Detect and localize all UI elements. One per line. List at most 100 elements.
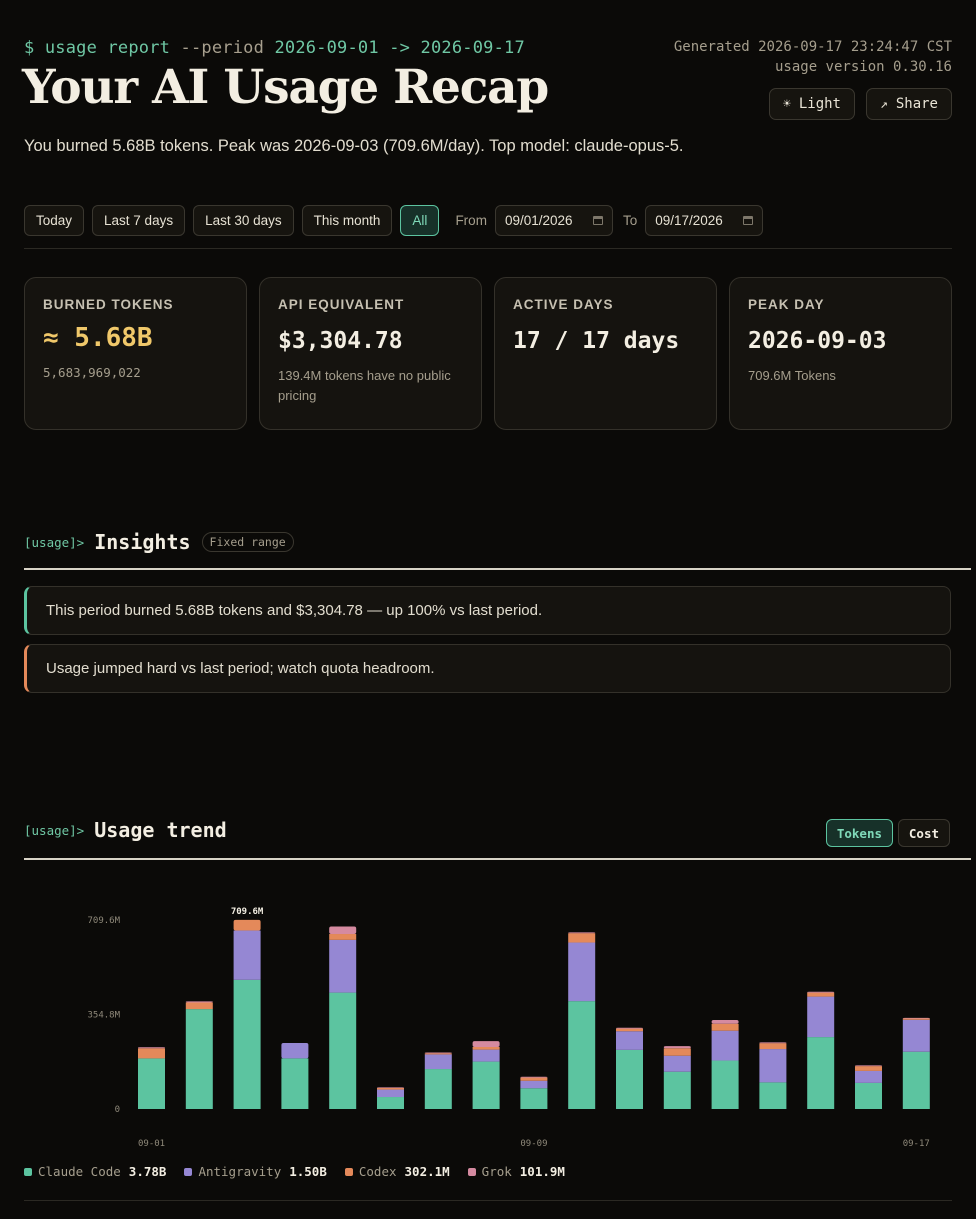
bar-segment-antigravity [281,1042,309,1059]
bar-segment-antigravity [568,942,596,1002]
bar-segment-claude-code [472,1061,500,1109]
bar-segment-antigravity [855,1070,882,1083]
legend-total: 101.9M [519,1164,565,1179]
filter-divider [24,248,952,249]
card-label: API EQUIVALENT [278,297,405,312]
filter-today-button[interactable]: Today [24,205,85,236]
bar-segment-grok [185,1001,213,1003]
theme-toggle-label: Light [798,96,841,112]
from-date-value: 09/01/2026 [504,213,573,228]
bar-segment-codex [329,934,357,940]
bar-segment-grok [520,1076,548,1078]
bar-segment-claude-code [902,1051,930,1109]
filter-last-7-days-button[interactable]: Last 7 days [92,205,186,236]
usage-trend-title: Usage trend [94,818,227,842]
prompt-flag: --period [180,38,265,58]
footer-divider [24,1200,952,1201]
filter-this-month-button[interactable]: This month [301,205,393,236]
x-tick-label: 09-01 [138,1139,165,1149]
legend-item-codex[interactable]: Codex 302.1M [344,1164,450,1179]
bar-segment-claude-code [377,1097,404,1109]
usage-summary: You burned 5.68B tokens. Peak was 2026-0… [24,137,684,155]
bar-segment-antigravity [902,1019,930,1052]
date-filter-bar: Today Last 7 days Last 30 days This mont… [24,205,764,236]
generation-info: Generated 2026-09-17 23:24:47 CST usage … [674,37,952,77]
legend-item-claude-code[interactable]: Claude Code 3.78B [24,1164,166,1179]
share-button[interactable]: ↗ Share [866,88,952,120]
bar-segment-grok [616,1027,643,1029]
legend-label: Claude Code [38,1164,121,1179]
legend-swatch [344,1167,353,1176]
theme-toggle-button[interactable]: ☀ Light [769,88,855,120]
bar-segment-codex [759,1043,787,1050]
bar-segment-claude-code [520,1088,548,1109]
card-label: PEAK DAY [748,297,825,312]
bar-segment-codex [472,1046,500,1050]
insight-item: Usage jumped hard vs last period; watch … [24,644,951,693]
peak-day-value: 2026-09-03 [748,328,887,354]
legend-label: Grok [481,1164,512,1179]
api-equivalent-value: $3,304.78 [278,328,403,354]
bar-segment-claude-code [329,992,357,1109]
bar-segment-codex [807,992,835,997]
to-label: To [622,213,638,228]
calendar-icon[interactable] [743,216,754,225]
bar-segment-antigravity [424,1054,452,1070]
usage-trend-chart: 709.6M 354.8M 0 709.6M 09-01 09-09 09-17 [87,907,930,1149]
bar-segment-antigravity [663,1055,691,1072]
bar-segment-grok [663,1046,691,1049]
bar-segment-grok [711,1020,739,1024]
legend-item-grok[interactable]: Grok 101.9M [467,1164,565,1179]
insights-title: Insights [94,530,191,554]
bar-segment-claude-code [759,1082,787,1109]
bar-segment-codex [377,1087,404,1090]
bar-segment-antigravity [377,1089,404,1098]
burned-tokens-card: BURNED TOKENS ≈ 5.68B 5,683,969,022 [24,277,247,430]
calendar-icon[interactable] [592,216,603,225]
bar-segment-claude-code [185,1009,213,1109]
bar-segment-antigravity [329,939,357,993]
bar-segment-grok [807,991,835,993]
active-days-card: ACTIVE DAYS 17 / 17 days [494,277,717,430]
legend-swatch [24,1167,32,1176]
fixed-range-badge: Fixed range [201,532,294,552]
page-title: Your AI Usage Recap [22,60,549,115]
legend-item-antigravity[interactable]: Antigravity 1.50B [184,1164,327,1179]
bar-segment-codex [711,1023,739,1031]
bar-segment-claude-code [281,1058,309,1109]
arrow-up-right-icon: ↗ [880,96,888,112]
y-tick-label: 709.6M [87,916,120,926]
tokens-toggle-button[interactable]: Tokens [825,819,893,847]
y-tick-label: 354.8M [87,1011,120,1021]
cost-toggle-button[interactable]: Cost [897,819,950,847]
bar-segment-claude-code [424,1069,452,1109]
card-label: BURNED TOKENS [43,297,174,312]
bar-segment-codex [616,1028,643,1032]
bar-segment-grok [902,1017,930,1019]
section-tag: [usage]> [24,822,85,838]
bar-segment-antigravity [520,1080,548,1089]
insights-header: [usage]> Insights Fixed range [24,530,294,554]
y-tick-label: 0 [115,1105,120,1115]
bar-segment-claude-code [711,1060,739,1109]
burned-tokens-value: ≈ 5.68B [43,323,153,353]
insight-item: This period burned 5.68B tokens and $3,3… [24,586,951,635]
prompt-command: $ usage report [24,38,171,58]
filter-last-30-days-button[interactable]: Last 30 days [193,205,294,236]
version-text: usage version 0.30.16 [774,59,952,75]
peak-day-card: PEAK DAY 2026-09-03 709.6M Tokens [729,277,952,430]
bar-segment-codex [902,1018,930,1020]
bar-segment-antigravity [759,1049,787,1083]
to-date-input[interactable]: 09/17/2026 [645,205,764,236]
bar-segment-codex [185,1002,213,1010]
insights-rule [24,568,971,570]
api-equivalent-card: API EQUIVALENT $3,304.78 139.4M tokens h… [259,277,482,430]
from-date-input[interactable]: 09/01/2026 [494,205,613,236]
filter-all-button[interactable]: All [400,205,440,236]
peak-day-tokens: 709.6M Tokens [748,368,836,383]
bar-segment-claude-code [568,1001,596,1109]
legend-total: 1.50B [289,1164,327,1179]
prompt-range: 2026-09-01 -> 2026-09-17 [274,38,525,58]
bar-segment-antigravity [616,1031,643,1050]
x-tick-label: 09-09 [520,1139,547,1149]
